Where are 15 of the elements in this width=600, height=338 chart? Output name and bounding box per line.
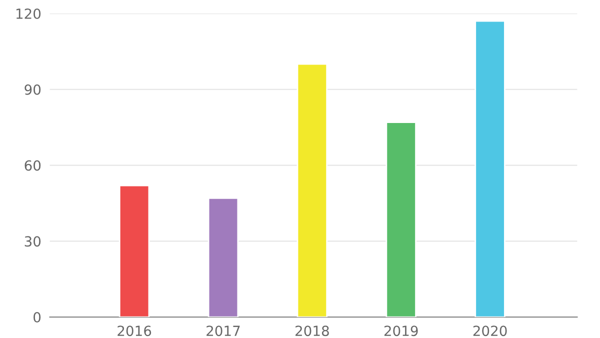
bar — [118, 184, 150, 318]
bar — [296, 63, 328, 318]
bar — [386, 122, 416, 318]
y-tick-label: 60 — [24, 160, 41, 171]
x-tick-label: 2016 — [118, 326, 152, 336]
y-tick-label: 120 — [16, 8, 41, 19]
x-tick-label: 2018 — [296, 326, 329, 336]
x-tick-label: 2017 — [206, 326, 240, 336]
y-tick-label: 0 — [34, 312, 41, 323]
x-tick-label: 2020 — [473, 326, 507, 336]
x-tick-label: 2019 — [384, 326, 418, 336]
bar — [474, 20, 506, 318]
bar — [208, 197, 239, 318]
y-tick-label: 90 — [24, 84, 41, 95]
y-tick-label: 30 — [24, 236, 41, 247]
